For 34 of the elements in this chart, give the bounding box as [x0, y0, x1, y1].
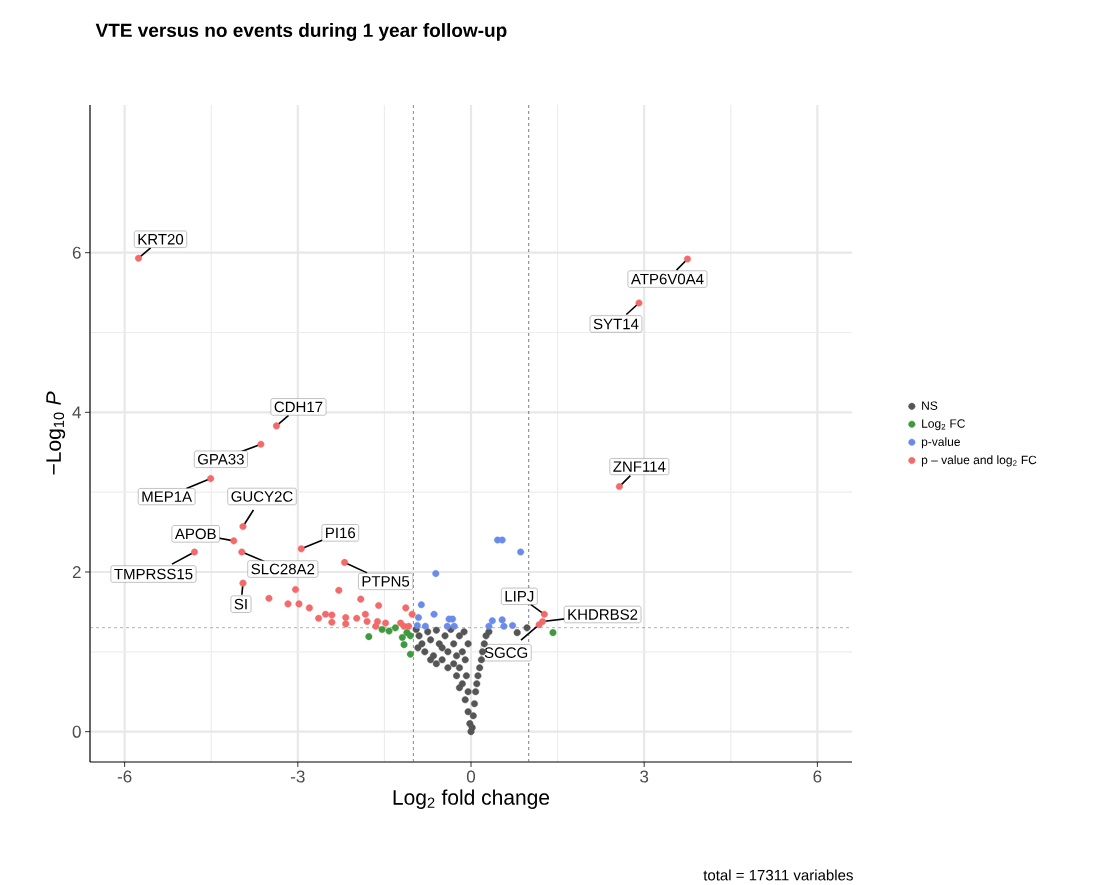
y-tick-label: 0 — [72, 725, 81, 738]
legend-label: p – value and log$_{2}$ FC — [921, 455, 1037, 467]
text: total = 17311 variables — [703, 869, 853, 881]
annotation: SI — [234, 598, 247, 610]
annotation: SGCG — [484, 647, 528, 658]
y-tick-label: 2 — [72, 566, 81, 578]
annotation: KHDRBS2 — [568, 609, 638, 620]
annotation: SLC28A2 — [251, 563, 315, 575]
annotation: TMPRSS15 — [114, 568, 193, 580]
x-tick-label: 6 — [813, 770, 822, 783]
x-tick-label: -6 — [117, 770, 132, 783]
legend-label: Log$_{2}$ FC — [922, 419, 965, 431]
annotation: GUCY2C — [231, 491, 293, 502]
annotation: PTPN5 — [362, 576, 410, 587]
x-tick-label: 0 — [466, 770, 476, 783]
y-tick-label: 6 — [72, 246, 81, 259]
annotation: CDH17 — [274, 401, 323, 413]
annotation: SYT14 — [593, 318, 639, 330]
x-tick-label: -3 — [291, 770, 305, 783]
chart-title: VTE versus no events during 1 year follow-up — [95, 23, 507, 41]
y-axis-title: −Log$_{10}$ P — [46, 391, 66, 475]
x-axis-title: Log$_{2}$ fold change — [393, 789, 550, 809]
legend-label: NS — [922, 401, 938, 410]
annotation: APOB — [174, 528, 216, 540]
y-tick-label: 4 — [72, 406, 81, 419]
x-tick-label: 3 — [640, 770, 649, 783]
annotation: GPA33 — [198, 453, 244, 465]
annotation: PI16 — [326, 527, 356, 539]
annotation: KRT20 — [138, 233, 184, 245]
annotation: ZNF114 — [613, 461, 666, 472]
legend-label: p-value — [921, 437, 960, 449]
annotation: MEP1A — [142, 491, 193, 502]
annotation: ATP6V0A4 — [630, 273, 704, 285]
annotation: LIPJ — [505, 591, 534, 602]
